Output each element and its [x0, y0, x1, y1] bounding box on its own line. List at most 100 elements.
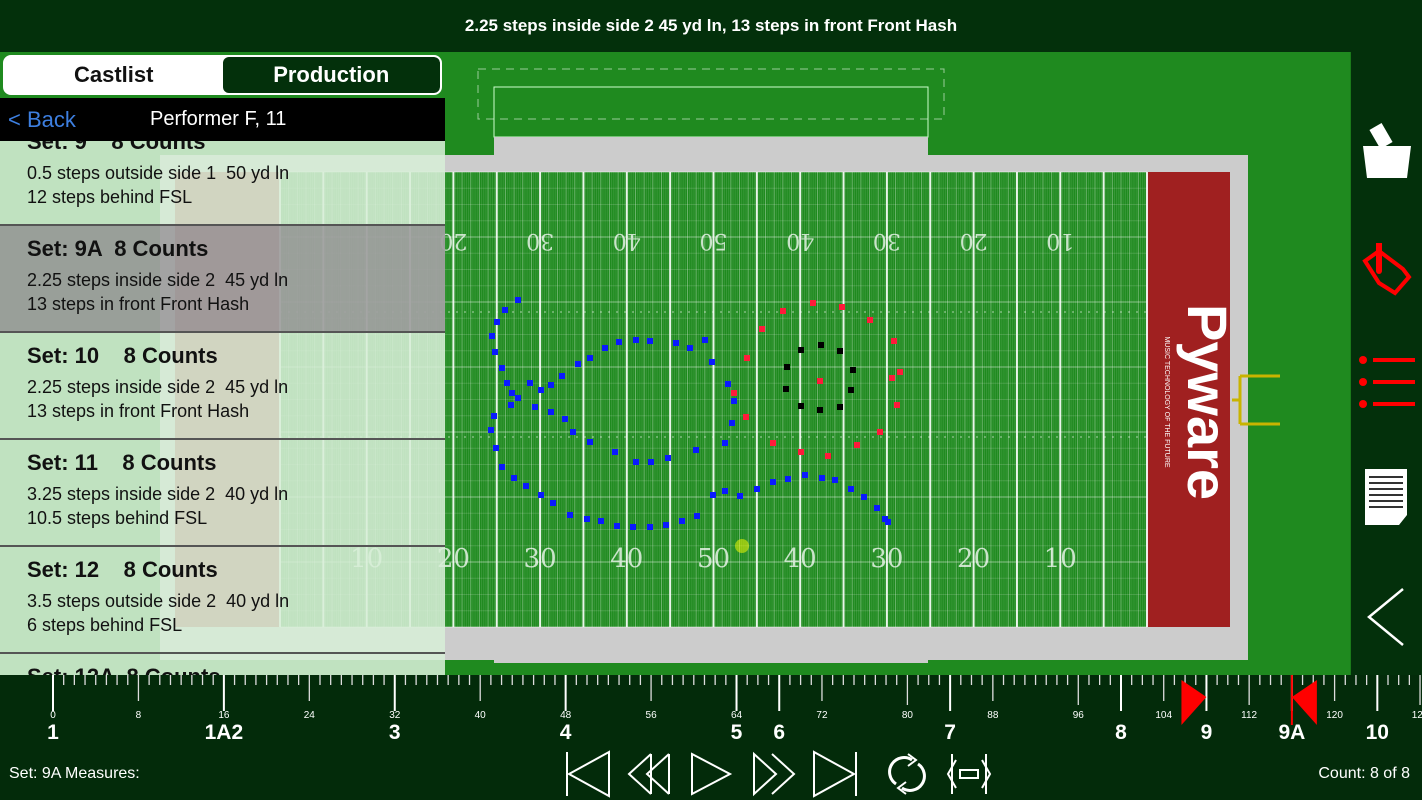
ruler-tick-label: 16: [218, 710, 230, 721]
ruler-tick-label: 96: [1073, 710, 1085, 721]
performer-blue-dot: [648, 459, 654, 465]
performer-blue-dot: [550, 500, 556, 506]
set-label: 1A2: [205, 721, 244, 744]
performer-blue-dot: [861, 494, 867, 500]
set-position: 3.5 steps outside side 2 40 yd ln: [27, 591, 290, 611]
performer-red-dot: [839, 304, 845, 310]
performer-red-dot: [744, 355, 750, 361]
performer-blue-dot: [687, 345, 693, 351]
performer-red-dot: [798, 449, 804, 455]
performer-black-dot: [783, 386, 789, 392]
yard-number: 40: [786, 228, 814, 253]
status-bar: 2.25 steps inside side 2 45 yd ln, 13 st…: [0, 0, 1422, 52]
performer-red-dot: [894, 402, 900, 408]
selected-performer-highlight: [735, 539, 749, 553]
set-row[interactable]: Set: 12A 8 Counts: [0, 654, 445, 675]
performer-blue-dot: [515, 297, 521, 303]
performer-blue-dot: [493, 445, 499, 451]
collapse-panel-icon[interactable]: [1359, 587, 1415, 647]
ruler-tick-label: 40: [475, 710, 487, 721]
performer-red-dot: [780, 308, 786, 314]
fit-width-icon[interactable]: [944, 750, 994, 798]
set-label: 9A: [1278, 721, 1305, 744]
ruler-tick-label: 120: [1326, 710, 1343, 721]
set-row-selected[interactable]: Set: 9A 8 Counts 2.25 steps inside side 2…: [0, 226, 445, 333]
document-icon[interactable]: [1359, 467, 1415, 527]
set-label: 6: [773, 721, 785, 744]
yard-number: 30: [870, 544, 903, 574]
performer-red-dot: [743, 414, 749, 420]
performer-black-dot: [818, 342, 824, 348]
play-icon[interactable]: [686, 750, 736, 798]
tab-production[interactable]: Production: [222, 57, 440, 93]
tab-castlist[interactable]: Castlist: [5, 57, 223, 93]
performer-blue-dot: [612, 449, 618, 455]
performer-blue-dot: [499, 365, 505, 371]
back-button[interactable]: < Back: [8, 107, 76, 132]
set-label: 7: [944, 721, 956, 744]
skip-to-start-icon[interactable]: [563, 750, 613, 798]
performer-red-dot: [817, 378, 823, 384]
endzone-right: [1147, 172, 1230, 627]
set-label: 3: [389, 721, 401, 744]
yard-number: 40: [610, 544, 643, 574]
performer-blue-dot: [802, 472, 808, 478]
performer-blue-dot: [679, 518, 685, 524]
performer-black-dot: [848, 387, 854, 393]
set-label: 1: [47, 721, 59, 744]
set-label: 10: [1366, 721, 1389, 744]
timeline-ruler[interactable]: 08162432404856647280889610411212012811A2…: [0, 675, 1422, 755]
performer-blue-dot: [509, 390, 515, 396]
performer-red-dot: [759, 326, 765, 332]
press-box-outline: [477, 68, 945, 120]
performer-blue-dot: [647, 524, 653, 530]
performer-blue-dot: [725, 381, 731, 387]
performer-black-dot: [837, 404, 843, 410]
performer-black-dot: [798, 403, 804, 409]
performer-blue-dot: [548, 382, 554, 388]
set-row[interactable]: Set: 12 8 Counts 3.5 steps outside side 2…: [0, 547, 445, 654]
performer-blue-dot: [532, 404, 538, 410]
performer-blue-dot: [504, 380, 510, 386]
performer-blue-dot: [587, 355, 593, 361]
performer-blue-dot: [709, 359, 715, 365]
skip-to-end-icon[interactable]: [810, 750, 860, 798]
performer-blue-dot: [538, 492, 544, 498]
performer-blue-dot: [527, 380, 533, 386]
performer-blue-dot: [819, 475, 825, 481]
performer-blue-dot: [633, 337, 639, 343]
loop-icon[interactable]: [882, 750, 932, 798]
yard-number: 30: [526, 228, 554, 253]
performer-blue-dot: [647, 338, 653, 344]
performer-blue-dot: [587, 439, 593, 445]
set-position: 6 steps behind FSL: [27, 615, 183, 635]
performer-blue-dot: [722, 488, 728, 494]
ruler-tick-label: 48: [560, 710, 572, 721]
performer-blue-dot: [770, 479, 776, 485]
performer-black-dot: [837, 348, 843, 354]
set-position: 3.25 steps inside side 2 40 yd ln: [27, 484, 289, 504]
fast-forward-icon[interactable]: [748, 750, 798, 798]
bucket-icon[interactable]: [1359, 237, 1415, 297]
count-label: Count: 8 of 8: [1318, 765, 1410, 782]
performer-blue-dot: [754, 486, 760, 492]
performer-title: Performer F, 11: [150, 108, 287, 130]
performer-red-dot: [854, 442, 860, 448]
list-icon[interactable]: [1359, 352, 1415, 412]
performer-blue-dot: [665, 455, 671, 461]
set-row[interactable]: Set: 10 8 Counts 2.25 steps inside side 2…: [0, 333, 445, 440]
goalpost: [1232, 374, 1280, 426]
yard-number: 10: [1044, 544, 1077, 574]
performer-red-dot: [825, 453, 831, 459]
folder-icon[interactable]: [1359, 120, 1415, 180]
set-row[interactable]: Set: 11 8 Counts 3.25 steps inside side 2…: [0, 440, 445, 547]
set-label: 8: [1115, 721, 1127, 744]
performer-blue-dot: [630, 524, 636, 530]
yard-number: 20: [960, 228, 988, 253]
performer-blue-dot: [614, 523, 620, 529]
set-position: 12 steps behind FSL: [27, 187, 193, 207]
set-label: 4: [560, 721, 572, 744]
performer-blue-dot: [584, 516, 590, 522]
rewind-icon[interactable]: [625, 750, 675, 798]
performer-blue-dot: [694, 513, 700, 519]
